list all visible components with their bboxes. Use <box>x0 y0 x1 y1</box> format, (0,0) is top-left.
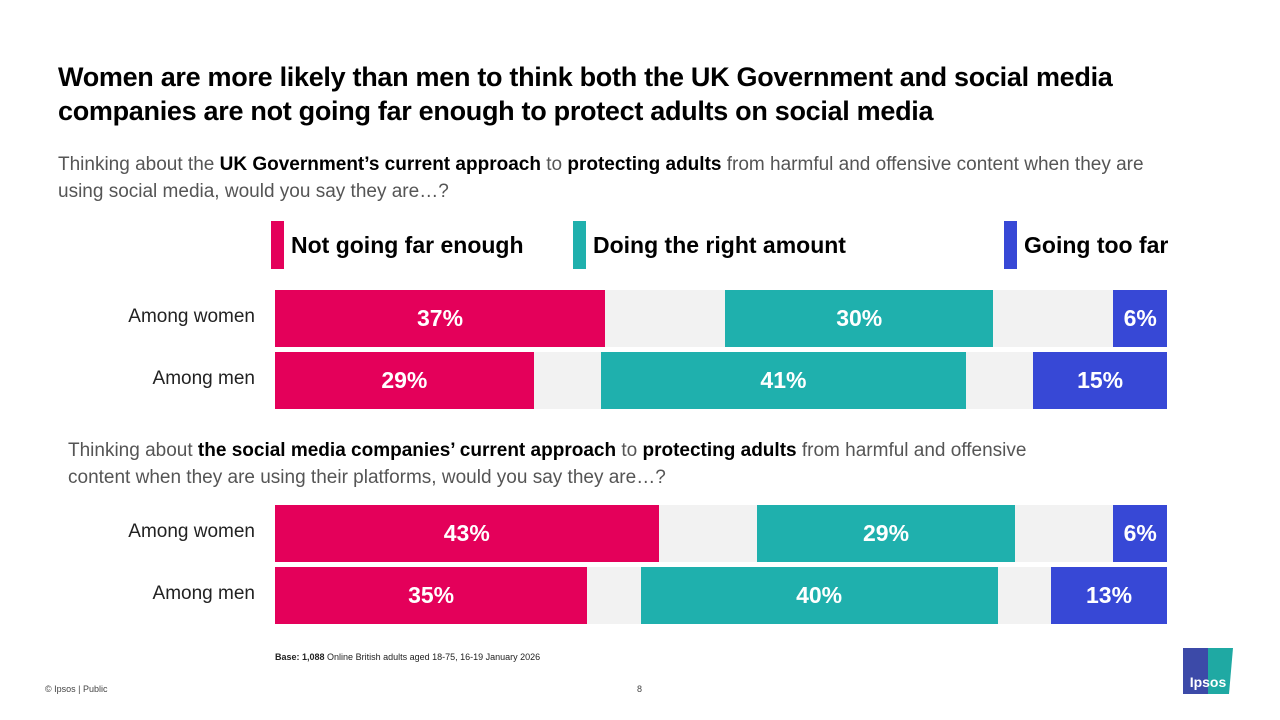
legend-swatch <box>271 221 284 269</box>
data-label: 30% <box>836 305 883 331</box>
bar-segment: 13% <box>1051 567 1167 624</box>
data-label: 29% <box>381 367 428 393</box>
data-label: 6% <box>1123 520 1157 546</box>
legend-label: Not going far enough <box>291 231 524 258</box>
row-label: Among men <box>152 368 255 389</box>
legend-too-far: Going too far <box>1004 221 1168 269</box>
row-label: Among men <box>152 583 255 604</box>
data-label: 13% <box>1085 582 1133 608</box>
bar-segment: 37% <box>275 290 606 347</box>
bar-segment: 40% <box>640 567 998 624</box>
question-1: Thinking about the UK Government’s curre… <box>58 154 1144 202</box>
data-label: 43% <box>443 520 490 546</box>
bar-segment: 6% <box>1113 290 1167 347</box>
ipsos-logo: Ipsos <box>1183 648 1233 694</box>
bar-segment: 30% <box>725 290 994 347</box>
bar-row: 37% 30% 6% <box>275 290 1167 347</box>
data-label: 41% <box>760 367 807 393</box>
data-label: 29% <box>862 520 910 546</box>
bar-segment: 41% <box>600 352 967 409</box>
bar-segment: 29% <box>275 352 534 409</box>
legend-label: Doing the right amount <box>593 231 846 258</box>
legend-not-far-enough: Not going far enough <box>271 221 524 269</box>
legend-swatch <box>573 221 586 269</box>
bar-row: 35% 40% 13% <box>275 567 1167 624</box>
question-2: Thinking about the social media companie… <box>68 440 1027 488</box>
data-label: 35% <box>408 582 455 608</box>
data-label: 40% <box>796 582 843 608</box>
data-label: 6% <box>1123 305 1157 331</box>
legend-right-amount: Doing the right amount <box>573 221 846 269</box>
page-title: Women are more likely than men to think … <box>58 62 1113 126</box>
bar-segment: 15% <box>1033 352 1167 409</box>
row-label: Among women <box>128 306 255 327</box>
page-number: 8 <box>637 684 643 694</box>
data-label: 15% <box>1077 367 1124 393</box>
bar-row: 29% 41% 15% <box>275 352 1167 409</box>
legend-label: Going too far <box>1024 231 1169 258</box>
bar-row: 43% 29% 6% <box>275 505 1167 562</box>
bar-segment: 29% <box>756 505 1016 562</box>
legend-swatch <box>1004 221 1017 269</box>
base-note: Base: 1,088 Online British adults aged 1… <box>275 652 541 662</box>
row-label: Among women <box>128 521 255 542</box>
copyright: © Ipsos | Public <box>45 684 108 694</box>
bar-segment: 43% <box>275 505 659 562</box>
data-label: 37% <box>416 305 464 331</box>
bar-segment: 35% <box>275 567 588 624</box>
bar-segment: 6% <box>1113 505 1167 562</box>
